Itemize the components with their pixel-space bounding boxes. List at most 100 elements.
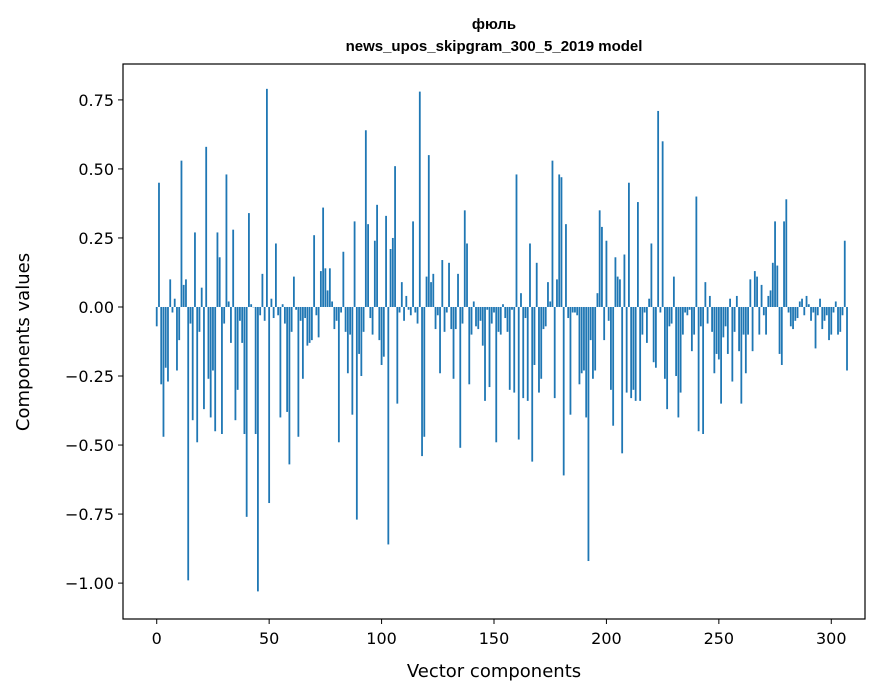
bar-183 xyxy=(567,306,570,319)
bar-227 xyxy=(666,306,669,410)
bar-26 xyxy=(214,306,217,432)
bar-286 xyxy=(798,301,801,307)
bar-196 xyxy=(596,293,599,307)
bar-90 xyxy=(358,306,360,354)
bar-236 xyxy=(686,306,689,316)
bar-217 xyxy=(643,306,646,313)
bar-107 xyxy=(396,306,399,404)
bar-162 xyxy=(520,293,522,307)
bar-18 xyxy=(196,306,199,443)
bar-65 xyxy=(301,306,304,379)
bar-80 xyxy=(335,306,338,321)
bar-186 xyxy=(574,306,576,313)
bar-302 xyxy=(834,301,837,307)
bar-204 xyxy=(614,257,617,307)
bar-78 xyxy=(331,301,334,307)
bar-178 xyxy=(556,279,558,307)
bar-161 xyxy=(517,306,520,440)
bar-214 xyxy=(637,202,639,307)
bar-169 xyxy=(535,262,538,307)
bar-32 xyxy=(227,301,230,307)
bar-134 xyxy=(457,273,459,307)
bar-109 xyxy=(400,282,403,307)
bar-229 xyxy=(670,306,673,324)
y-axis-label: Components values xyxy=(13,253,34,431)
bars-group xyxy=(155,88,848,592)
bar-137 xyxy=(463,210,466,307)
bar-298 xyxy=(825,306,828,316)
bar-160 xyxy=(515,174,518,307)
bar-152 xyxy=(497,306,500,332)
bar-24 xyxy=(209,306,212,418)
bar-151 xyxy=(495,306,498,443)
bar-172 xyxy=(542,306,545,330)
bar-64 xyxy=(299,306,302,321)
bar-127 xyxy=(441,260,444,307)
bar-129 xyxy=(445,306,448,313)
bar-21 xyxy=(203,306,205,410)
x-axis-label: Vector components xyxy=(407,661,581,682)
bar-251 xyxy=(720,306,722,404)
x-tick-label: 200 xyxy=(591,629,622,648)
bar-121 xyxy=(427,155,430,307)
bar-258 xyxy=(735,295,738,307)
bar-281 xyxy=(787,306,790,313)
bar-17 xyxy=(194,232,196,307)
bar-239 xyxy=(693,306,696,335)
bar-132 xyxy=(452,306,455,379)
bar-265 xyxy=(751,306,754,352)
bar-207 xyxy=(621,306,624,454)
bar-193 xyxy=(589,306,592,341)
bar-268 xyxy=(758,306,761,335)
bar-63 xyxy=(297,306,300,437)
bar-114 xyxy=(412,221,414,307)
bar-139 xyxy=(468,306,471,385)
bar-77 xyxy=(328,268,331,307)
bar-167 xyxy=(531,306,534,462)
bar-174 xyxy=(547,282,549,307)
bar-280 xyxy=(785,199,788,307)
bar-86 xyxy=(349,306,351,335)
bar-7 xyxy=(171,306,174,313)
bar-235 xyxy=(684,306,687,313)
bar-33 xyxy=(230,306,232,343)
bar-269 xyxy=(760,284,763,307)
bar-233 xyxy=(679,306,682,393)
bar-76 xyxy=(326,290,329,307)
bar-301 xyxy=(832,306,835,313)
bar-67 xyxy=(306,306,309,346)
bar-263 xyxy=(747,306,749,335)
bar-222 xyxy=(654,306,657,368)
bar-254 xyxy=(726,306,729,354)
bar-267 xyxy=(756,276,758,307)
bar-189 xyxy=(580,306,583,374)
bar-120 xyxy=(425,276,428,307)
bar-47 xyxy=(261,273,264,307)
bar-237 xyxy=(688,306,691,310)
x-tick-label: 100 xyxy=(366,629,397,648)
bar-50 xyxy=(268,306,271,504)
bar-126 xyxy=(439,306,441,374)
bar-213 xyxy=(634,306,637,401)
bar-81 xyxy=(337,306,340,443)
bar-13 xyxy=(185,279,187,307)
bar-15 xyxy=(189,306,192,324)
bar-288 xyxy=(803,306,806,316)
bar-108 xyxy=(398,306,401,313)
bar-123 xyxy=(432,273,435,307)
bar-246 xyxy=(708,295,711,307)
bar-75 xyxy=(324,268,327,307)
bar-264 xyxy=(749,279,752,307)
bar-240 xyxy=(695,196,698,307)
bar-243 xyxy=(702,306,705,434)
bar-247 xyxy=(711,306,713,332)
bar-250 xyxy=(717,306,720,360)
bar-112 xyxy=(407,306,410,310)
bar-20 xyxy=(200,287,203,307)
x-tick-label: 50 xyxy=(259,629,279,648)
bar-97 xyxy=(373,240,376,307)
bar-135 xyxy=(459,306,462,448)
bar-6 xyxy=(169,279,172,307)
bar-303 xyxy=(837,306,839,335)
bar-62 xyxy=(295,306,298,310)
